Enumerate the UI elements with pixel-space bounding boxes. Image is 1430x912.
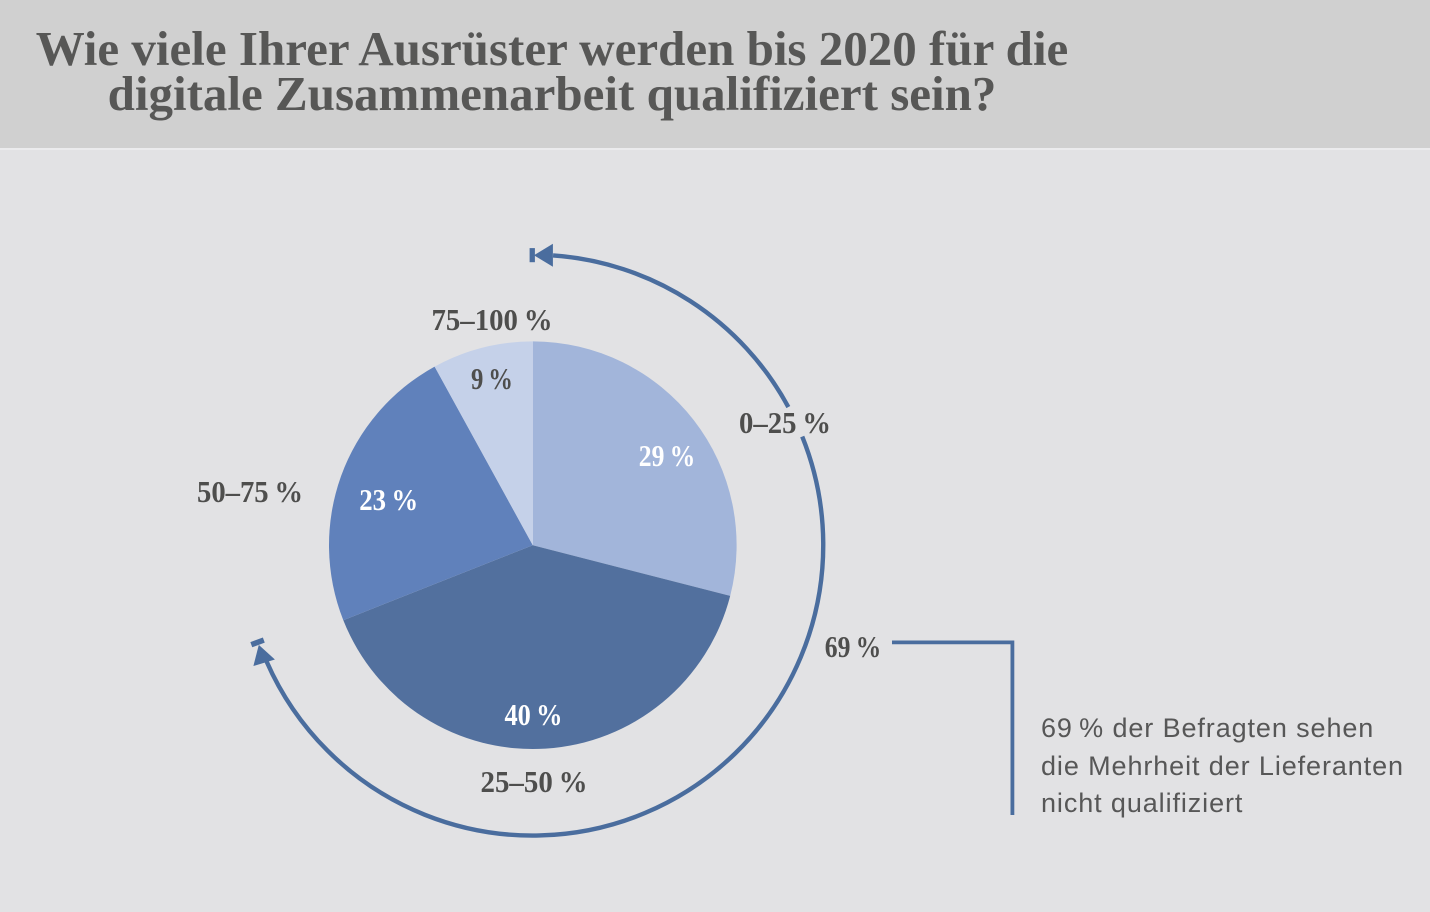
svg-text:9 %: 9 %	[471, 362, 513, 396]
svg-text:50–75 %: 50–75 %	[197, 475, 303, 509]
svg-text:75–100 %: 75–100 %	[432, 303, 553, 337]
svg-text:23 %: 23 %	[359, 483, 418, 517]
svg-text:25–50 %: 25–50 %	[481, 765, 588, 799]
svg-text:29 %: 29 %	[639, 439, 696, 473]
svg-text:40 %: 40 %	[505, 698, 563, 732]
svg-text:0–25 %: 0–25 %	[739, 406, 831, 440]
svg-text:69 %: 69 %	[825, 630, 882, 664]
